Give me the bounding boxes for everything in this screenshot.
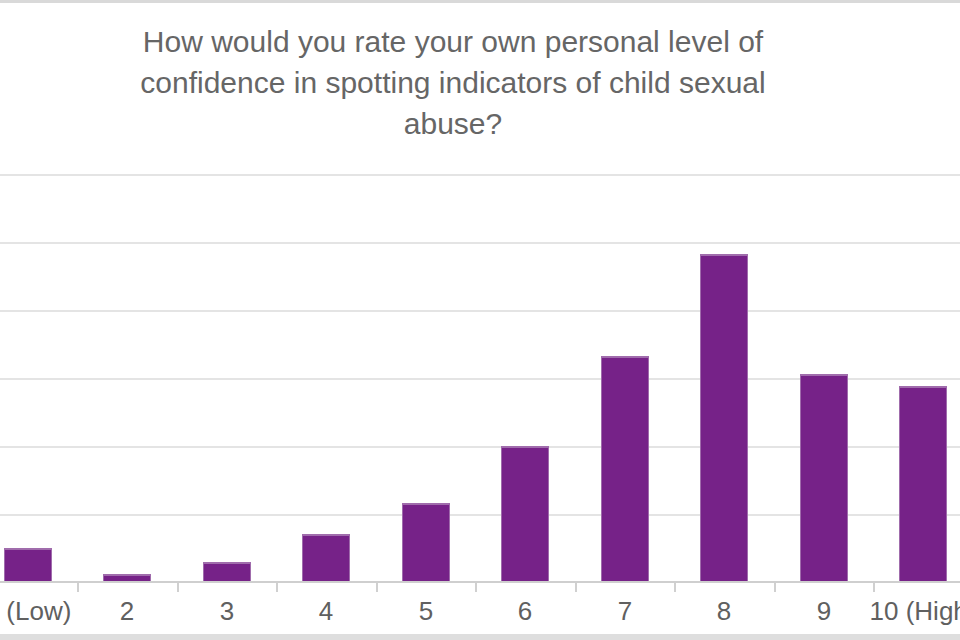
x-axis-tick xyxy=(674,583,676,592)
x-axis-tick xyxy=(475,583,477,592)
x-axis-tick xyxy=(77,583,79,592)
bar-5 xyxy=(402,503,450,582)
x-axis-tick xyxy=(376,583,378,592)
x-axis-tick xyxy=(177,583,179,592)
x-axis-tick xyxy=(873,583,875,592)
x-axis-tick xyxy=(575,583,577,592)
chart-title-line-3: abuse? xyxy=(0,103,906,144)
bar-1-low xyxy=(4,548,52,582)
chart-title-line-2: confidence in spotting indicators of chi… xyxy=(0,62,906,103)
chart-title-line-1: How would you rate your own personal lev… xyxy=(0,21,906,62)
x-axis-tick xyxy=(774,583,776,592)
bar-8 xyxy=(700,254,748,582)
bar-3 xyxy=(203,562,251,582)
x-axis-label-10: 10 (High) xyxy=(843,596,960,626)
bottom-border-strip xyxy=(0,634,960,640)
bar-9 xyxy=(800,374,848,582)
chart-canvas: How would you rate your own personal lev… xyxy=(0,0,960,640)
bar-6 xyxy=(501,446,549,582)
bar-10-high xyxy=(899,386,947,582)
gridline xyxy=(0,242,960,244)
gridline xyxy=(0,174,960,176)
gridline xyxy=(0,310,960,312)
top-border-strip xyxy=(0,0,960,3)
chart-title: How would you rate your own personal lev… xyxy=(0,21,906,144)
x-axis-line xyxy=(0,581,960,583)
bar-7 xyxy=(601,356,649,582)
x-axis-tick xyxy=(276,583,278,592)
bar-4 xyxy=(302,534,350,582)
